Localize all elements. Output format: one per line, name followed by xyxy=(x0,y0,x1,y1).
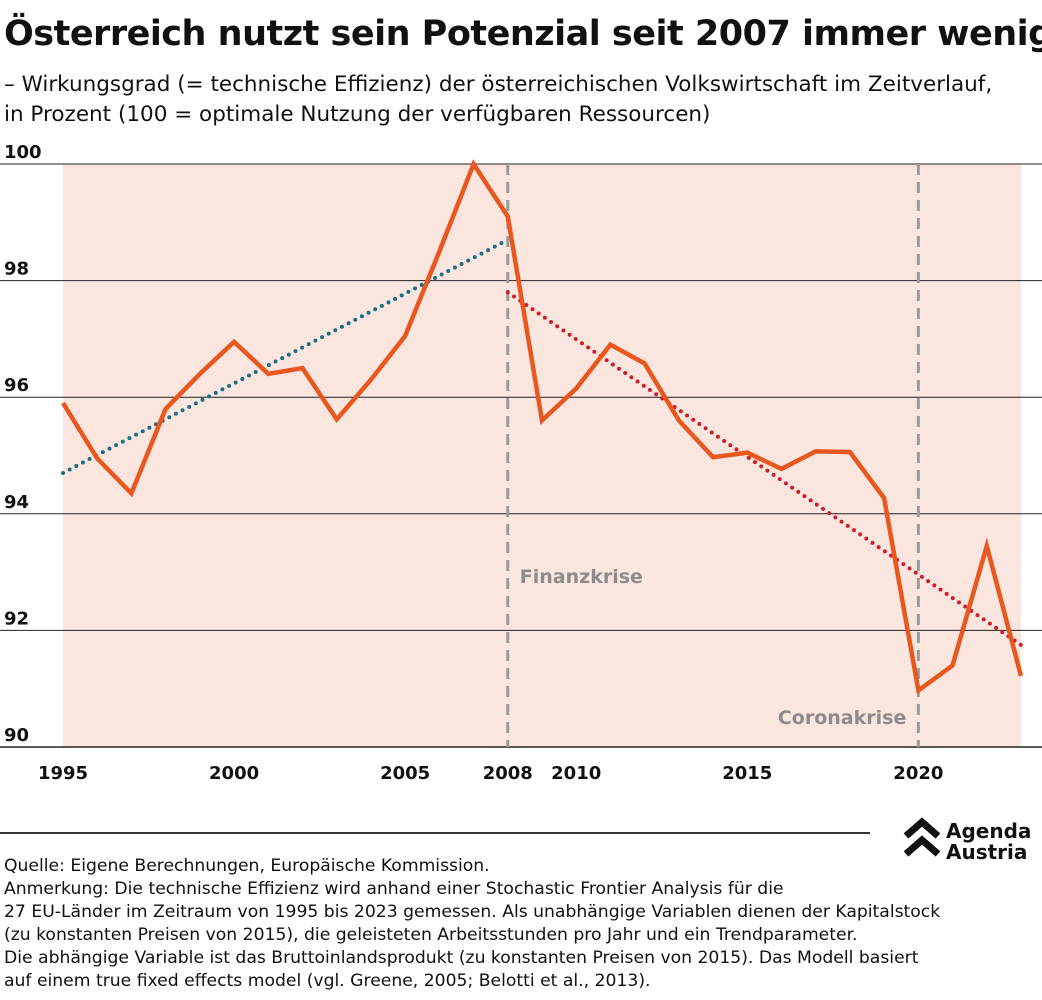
y-tick-label: 98 xyxy=(4,259,29,280)
chart-title: Österreich nutzt sein Potenzial seit 200… xyxy=(4,14,1042,54)
crisis-label: Coronakrise xyxy=(778,707,906,729)
method-note-line: Anmerkung: Die technische Effizienz wird… xyxy=(4,879,784,899)
logo-word-1: Agenda xyxy=(946,819,1032,843)
crisis-label: Finanzkrise xyxy=(520,566,643,588)
method-note-line: (zu konstanten Preisen von 2015), die ge… xyxy=(4,925,858,945)
x-tick-label: 2020 xyxy=(893,763,943,784)
y-tick-label: 96 xyxy=(4,375,29,396)
chart-subtitle: – Wirkungsgrad (= technische Effizienz) … xyxy=(4,72,993,127)
logo-word-2: Austria xyxy=(946,840,1028,864)
y-tick-label: 90 xyxy=(4,725,29,746)
footer-notes: Quelle: Eigene Berechnungen, Europäische… xyxy=(4,855,1040,993)
method-note-line: auf einem true fixed effects model (vgl.… xyxy=(4,971,651,991)
x-tick-label: 2000 xyxy=(209,763,259,784)
x-tick-label: 2010 xyxy=(551,763,601,784)
agenda-austria-logo: Agenda Austria xyxy=(902,816,1042,864)
y-tick-label: 100 xyxy=(4,142,42,163)
footer-divider xyxy=(0,832,870,834)
y-tick-label: 94 xyxy=(4,492,29,513)
x-tick-label: 2008 xyxy=(483,763,533,784)
y-tick-label: 92 xyxy=(4,608,29,629)
x-tick-label: 2015 xyxy=(722,763,772,784)
method-note-line: 27 EU-Länder im Zeitraum von 1995 bis 20… xyxy=(4,902,941,922)
shaded-band xyxy=(63,164,1021,747)
chevron-logo-icon xyxy=(903,817,941,857)
trend-line xyxy=(505,290,1023,647)
trend-line xyxy=(61,237,510,475)
x-tick-label: 2005 xyxy=(380,763,430,784)
method-note-line: Die abhängige Variable ist das Bruttoinl… xyxy=(4,948,919,968)
source-note: Quelle: Eigene Berechnungen, Europäische… xyxy=(4,856,490,876)
x-tick-label: 1995 xyxy=(38,763,88,784)
line-chart: 90 92 94 96 98 100 1995 2000 2005 2008 2010 2015 202… xyxy=(0,142,1042,784)
